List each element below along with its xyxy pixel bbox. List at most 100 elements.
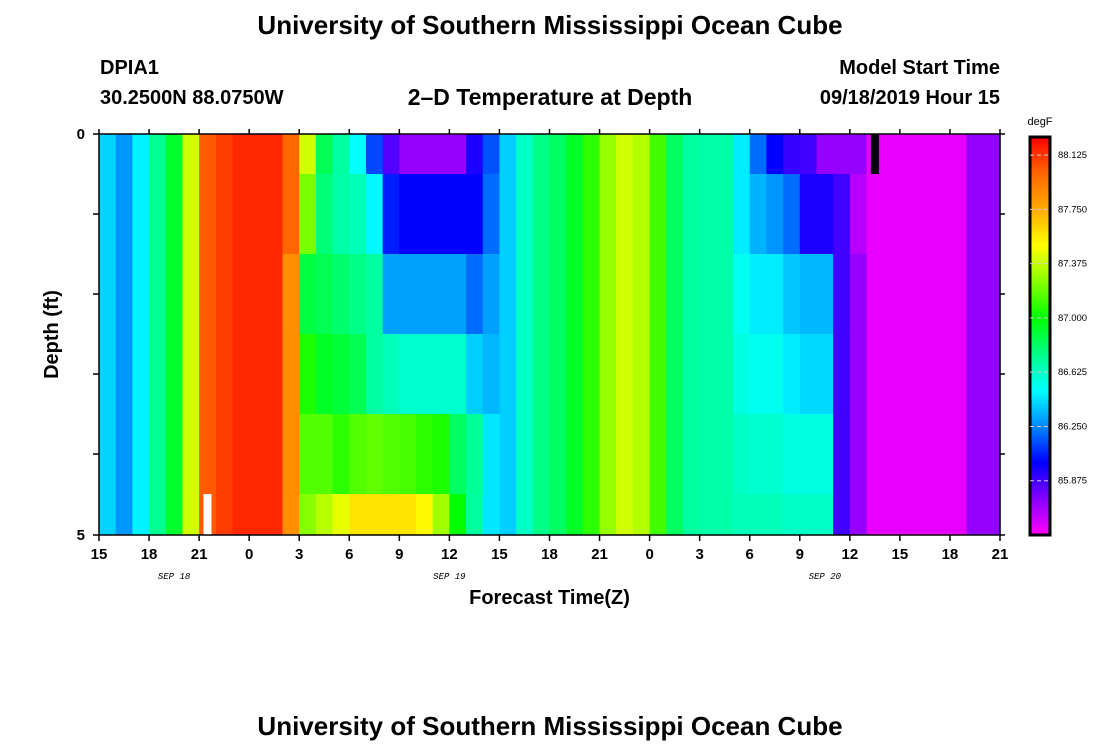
heatmap-cell [115, 414, 133, 494]
heatmap-cell [899, 414, 918, 494]
heatmap-cell [332, 414, 350, 494]
heatmap-cell [949, 334, 968, 414]
heatmap-cell [382, 134, 400, 174]
heatmap-cell [983, 494, 1001, 535]
heatmap-cell [182, 134, 200, 174]
heatmap-cell [516, 134, 534, 174]
heatmap-cell [682, 414, 701, 494]
heatmap-cell [299, 254, 317, 334]
heatmap-cell [766, 174, 784, 254]
heatmap-cell [766, 494, 784, 535]
heatmap-cell [282, 334, 300, 414]
heatmap-cell [949, 414, 968, 494]
heatmap-cell [766, 414, 784, 494]
heatmap-cell [566, 334, 584, 414]
heatmap-cell [749, 494, 768, 535]
heatmap-cell [516, 174, 534, 254]
heatmap-cell [916, 414, 934, 494]
heatmap-cell [749, 134, 768, 174]
heatmap-cell [416, 134, 434, 174]
x-tick-label: 21 [591, 546, 608, 563]
footer-title: University of Southern Mississippi Ocean… [257, 711, 843, 741]
heatmap-cell [916, 494, 934, 535]
x-date-label: SEP 19 [433, 572, 466, 582]
heatmap-cell [432, 254, 450, 334]
heatmap-cell [232, 174, 250, 254]
heatmap-cell [532, 254, 551, 334]
heatmap-cell [766, 334, 784, 414]
chart-title: 2–D Temperature at Depth [407, 84, 693, 110]
x-tick-label: 6 [345, 546, 353, 563]
heatmap-cell [733, 254, 751, 334]
heatmap-cell [816, 494, 834, 535]
heatmap-cell [783, 494, 801, 535]
heatmap-cell [816, 174, 834, 254]
heatmap-cell [382, 334, 400, 414]
heatmap-cell [299, 494, 317, 535]
heatmap-cell [132, 414, 150, 494]
heatmap-cell [632, 334, 651, 414]
heatmap-cell [449, 134, 467, 174]
heatmap-markers [203, 134, 879, 535]
heatmap-cell [833, 254, 851, 334]
x-tick-label: 18 [541, 546, 558, 563]
heatmap-cell [866, 494, 884, 535]
heatmap-cell [699, 134, 717, 174]
heatmap-cell [549, 134, 567, 174]
colorbar-tick-label: 87.375 [1058, 259, 1087, 270]
heatmap-cell [482, 334, 501, 414]
heatmap-cell [449, 334, 467, 414]
heatmap-cell [99, 334, 117, 414]
heatmap-cell [582, 134, 601, 174]
heatmap-cell [516, 334, 534, 414]
heatmap-cell [549, 174, 567, 254]
heatmap-cell [466, 414, 484, 494]
heatmap-cell [699, 414, 717, 494]
heatmap-cell [215, 414, 234, 494]
heatmap-cell [432, 414, 450, 494]
heatmap-cell [432, 134, 450, 174]
heatmap-cell [165, 174, 184, 254]
heatmap-cell [616, 334, 634, 414]
heatmap-cell [182, 254, 200, 334]
heatmap-cell [666, 134, 684, 174]
x-tick-label: 21 [992, 546, 1009, 563]
heatmap-cell [232, 414, 250, 494]
heatmap-cell [866, 174, 884, 254]
heatmap-cell [332, 134, 350, 174]
heatmap-cell [849, 334, 868, 414]
heatmap-cell [115, 334, 133, 414]
heatmap-cell [899, 174, 918, 254]
heatmap-cell [699, 254, 717, 334]
heatmap-cell [666, 174, 684, 254]
heatmap-cell [816, 334, 834, 414]
heatmap-cell [249, 174, 267, 254]
heatmap-cell [149, 414, 167, 494]
heatmap-cell [199, 134, 217, 174]
heatmap-cell [382, 254, 400, 334]
heatmap-cell [833, 494, 851, 535]
heatmap-cells [99, 134, 1001, 535]
heatmap-cell [315, 334, 334, 414]
heatmap-cell [365, 134, 384, 174]
heatmap-cell [649, 334, 667, 414]
heatmap-cell [532, 334, 551, 414]
heatmap-cell [215, 334, 234, 414]
heatmap-cell [699, 174, 717, 254]
heatmap-cell [332, 494, 350, 535]
heatmap-cell [699, 334, 717, 414]
heatmap-cell [733, 334, 751, 414]
heatmap-cell [966, 334, 984, 414]
heatmap-cell [482, 134, 501, 174]
heatmap-cell [632, 414, 651, 494]
model-start-label: Model Start Time [839, 57, 1000, 79]
heatmap-cell [816, 414, 834, 494]
heatmap-cell [99, 254, 117, 334]
heatmap-cell [349, 254, 367, 334]
model-start-value: 09/18/2019 Hour 15 [819, 87, 1000, 109]
heatmap-cell [849, 134, 868, 174]
heatmap-cell [816, 134, 834, 174]
heatmap-cell [816, 254, 834, 334]
heatmap-cell [733, 414, 751, 494]
heatmap-cell [315, 134, 334, 174]
